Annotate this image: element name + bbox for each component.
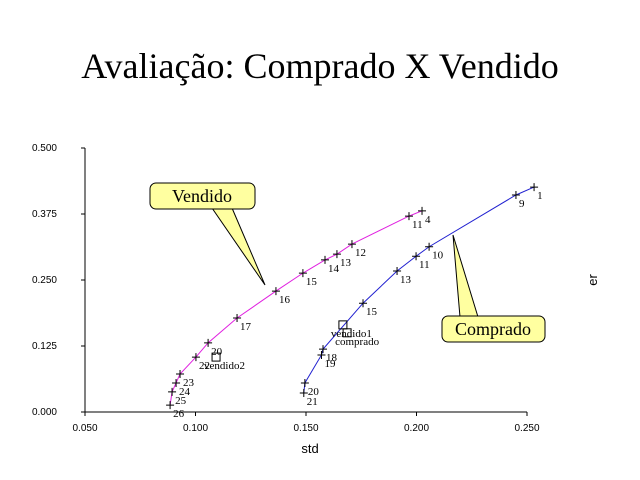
point [393,267,402,276]
callout-label: Comprado [455,319,531,339]
marker-label: comprado [335,336,379,348]
point [530,183,539,192]
y-tick-label: 0.250 [32,275,57,286]
point-label: 13 [340,257,352,269]
x-tick-label: 0.200 [404,423,429,434]
point [412,252,421,261]
marker [342,328,352,338]
point [271,287,280,296]
point [319,345,328,354]
point [176,369,185,378]
marker-label: vendido2 [204,360,245,372]
point-label: 21 [307,396,318,408]
point-label: 15 [306,276,318,288]
point-label: 12 [355,247,366,259]
point [332,250,341,259]
point [298,269,307,278]
point-label: 9 [519,198,525,210]
point-label: 16 [279,294,291,306]
y-tick-label: 0.125 [32,341,57,352]
point [347,240,356,249]
x-tick-label: 0.100 [183,423,208,434]
y-tick-label: 0.000 [32,407,57,418]
chart-title: Avaliação: Comprado X Vendido [81,46,559,86]
y-axis-label: er [585,274,600,286]
point-label: 14 [328,263,340,275]
point-label: 22 [199,360,210,372]
point-label: 15 [366,306,378,318]
point-label: 11 [419,259,430,271]
x-axis-label: std [301,441,318,456]
point-label: 10 [432,250,444,262]
callout-comprado: Comprado [441,234,546,343]
point [321,255,330,264]
point [404,212,413,221]
y-tick-label: 0.500 [32,143,57,154]
point [418,206,427,215]
callout-label: Vendido [172,186,232,206]
point-label: 24 [179,386,191,398]
point-label: 25 [175,395,187,407]
point [425,242,434,251]
point-label: 11 [412,219,423,231]
x-tick-label: 0.050 [72,423,97,434]
point-label: 17 [240,321,252,333]
point-label: 20 [211,346,223,358]
marker [211,352,221,362]
callout-vendido: Vendido [149,182,266,286]
point [359,299,368,308]
point [299,388,308,397]
point-label: 19 [324,358,336,370]
point-label: 18 [326,352,338,364]
point-label: 4 [425,214,431,226]
series-line [169,210,423,406]
point-label: 23 [183,377,195,389]
x-tick-label: 0.150 [293,423,318,434]
y-tick-label: 0.375 [32,209,57,220]
point [204,338,213,347]
point-label: 26 [173,408,185,420]
series-line [303,186,535,394]
point [191,353,200,362]
point [172,378,181,387]
point-label: 13 [400,274,412,286]
point-label: 1 [537,190,543,202]
x-tick-label: 0.250 [514,423,539,434]
point [166,401,175,410]
point [233,314,242,323]
point [511,190,520,199]
point [317,350,326,359]
point [300,378,309,387]
point-label: 20 [308,386,320,398]
point [168,387,177,396]
